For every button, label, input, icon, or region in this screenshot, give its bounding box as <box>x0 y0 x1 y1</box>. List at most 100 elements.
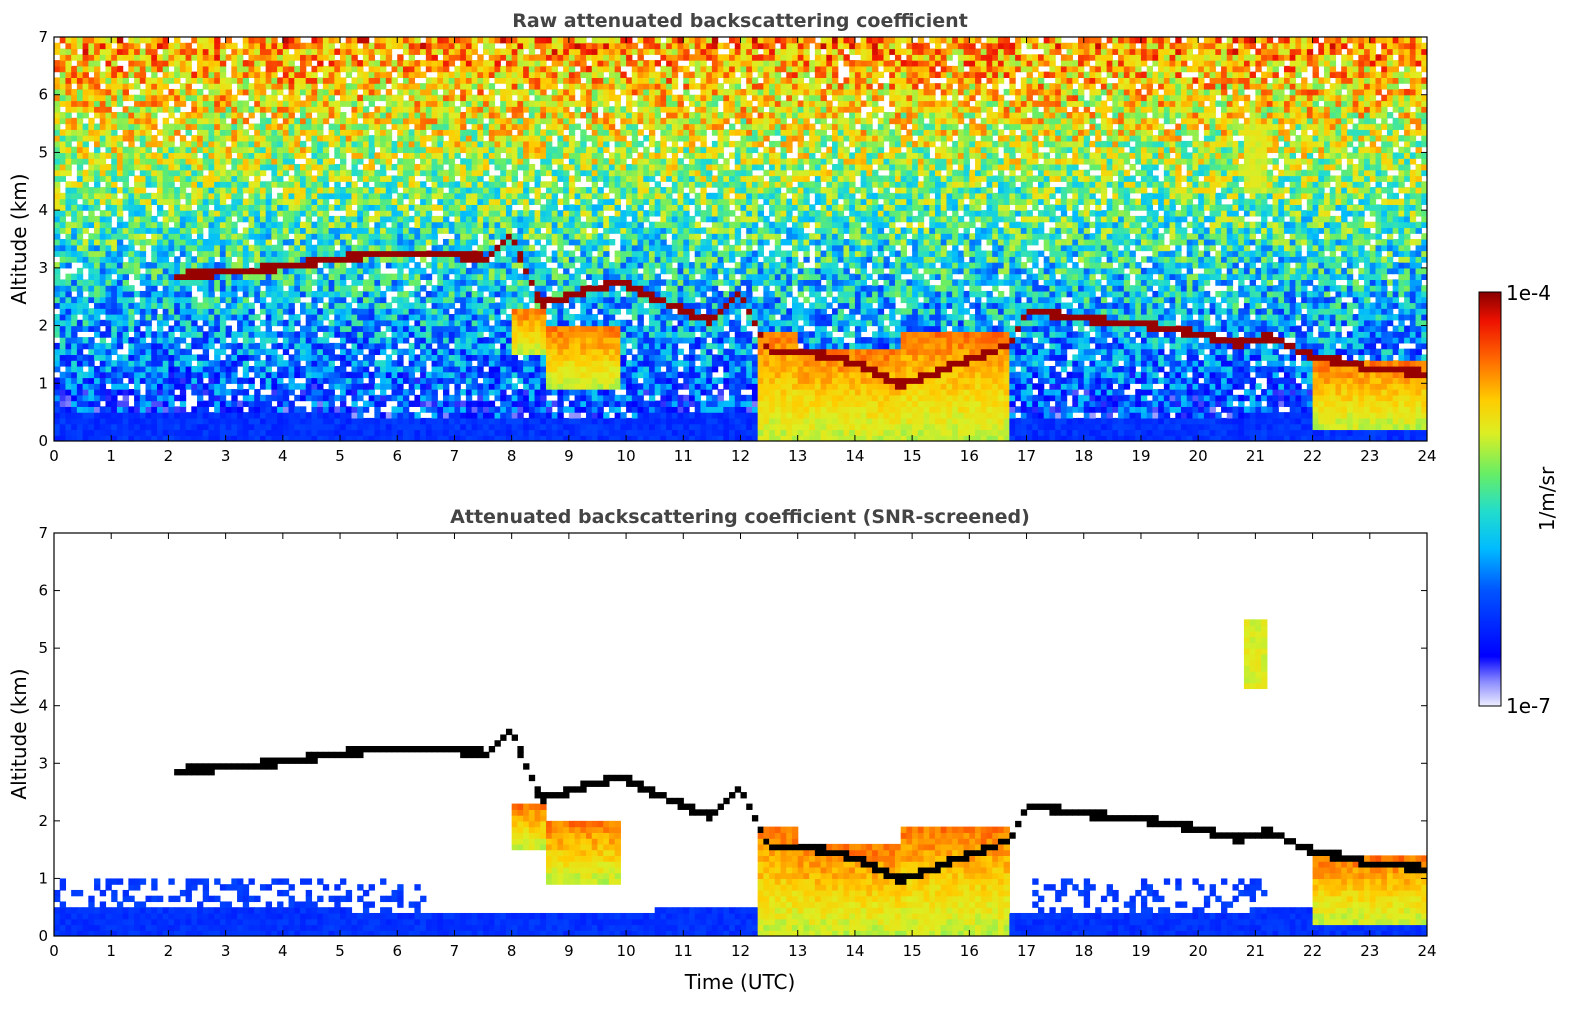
heatmap-cell <box>1163 377 1171 384</box>
heatmap-cell <box>820 412 827 419</box>
heatmap-cell <box>1055 394 1062 402</box>
heatmap-cell <box>534 365 541 373</box>
heatmap-cell <box>1181 331 1188 338</box>
heatmap-cell <box>1037 342 1045 350</box>
heatmap-cell <box>340 342 347 350</box>
heatmap-cell <box>391 371 398 379</box>
heatmap-cell <box>82 314 89 321</box>
heatmap-cell <box>729 406 736 413</box>
heatmap-cell <box>385 377 393 384</box>
heatmap-cell <box>912 417 919 425</box>
heatmap-cell <box>362 383 370 390</box>
heatmap-cell <box>1278 417 1285 425</box>
heatmap-cell <box>1203 394 1211 402</box>
heatmap-cell <box>380 308 387 315</box>
heatmap-cell <box>1118 377 1125 384</box>
heatmap-cell <box>952 377 959 384</box>
heatmap-cell <box>1192 389 1199 396</box>
heatmap-cell <box>116 308 124 315</box>
heatmap-cell <box>294 360 301 367</box>
heatmap-cell <box>1072 337 1079 344</box>
heatmap-cell <box>603 389 610 396</box>
heatmap-cell <box>1078 406 1085 413</box>
heatmap-cell <box>471 417 478 425</box>
heatmap-cell <box>1409 314 1417 321</box>
heatmap-cell <box>975 435 982 441</box>
heatmap-cell <box>134 360 141 367</box>
heatmap-cell <box>1409 348 1417 356</box>
heatmap-cell <box>889 365 896 373</box>
heatmap-cell <box>425 354 433 361</box>
heatmap-cell <box>1295 371 1302 379</box>
heatmap-cell <box>797 377 805 384</box>
heatmap-cell <box>1140 365 1148 373</box>
heatmap-cell <box>76 435 84 441</box>
heatmap-cell <box>1055 319 1062 327</box>
heatmap-cell <box>1175 417 1182 425</box>
heatmap-cell <box>671 383 679 390</box>
heatmap-cell <box>1163 314 1171 321</box>
heatmap-cell <box>923 429 930 436</box>
heatmap-cell <box>488 423 496 431</box>
heatmap-cell <box>448 423 456 431</box>
heatmap-cell <box>202 371 210 379</box>
heatmap-cell <box>1089 377 1096 384</box>
heatmap-cell <box>706 435 713 441</box>
heatmap-cell <box>345 406 353 413</box>
heatmap-cell <box>557 400 564 407</box>
heatmap-cell <box>1181 383 1188 390</box>
heatmap-cell <box>1112 406 1119 413</box>
heatmap-cell <box>191 319 198 327</box>
heatmap-cell <box>1341 389 1348 396</box>
heatmap-cell <box>866 371 873 379</box>
heatmap-cell <box>1312 389 1319 396</box>
heatmap-cell <box>1072 371 1079 379</box>
heatmap-cell <box>711 417 719 425</box>
heatmap-cell <box>219 314 227 321</box>
heatmap-cell <box>574 360 581 367</box>
heatmap-cell <box>860 435 867 441</box>
panel-raw: Raw attenuated backscattering coefficien… <box>7 10 1437 465</box>
heatmap-cell <box>809 406 816 413</box>
heatmap-cell <box>729 354 736 361</box>
heatmap-cell <box>1020 319 1028 327</box>
heatmap-cell <box>1249 348 1256 356</box>
heatmap-cell <box>500 331 507 338</box>
heatmap-cell <box>1158 400 1165 407</box>
heatmap-cell <box>300 354 307 361</box>
heatmap-cell <box>517 337 524 344</box>
heatmap-cell <box>214 308 221 315</box>
heatmap-cell <box>505 319 513 327</box>
heatmap-cell <box>1312 314 1319 321</box>
heatmap-cell <box>414 417 421 425</box>
heatmap-cell <box>711 406 719 413</box>
heatmap-cell <box>1186 429 1194 436</box>
heatmap-cell <box>1266 354 1274 361</box>
heatmap-cell <box>357 365 364 373</box>
heatmap-cell <box>786 360 793 367</box>
heatmap-cell <box>626 389 633 396</box>
heatmap-cell <box>300 412 307 419</box>
heatmap-cell <box>997 365 1005 373</box>
heatmap-cell <box>122 394 129 402</box>
heatmap-cell <box>1015 371 1022 379</box>
heatmap-cell <box>1015 319 1022 327</box>
heatmap-cell <box>1329 337 1337 344</box>
heatmap-cell <box>969 314 976 321</box>
heatmap-cell <box>751 354 759 361</box>
heatmap-cell <box>1232 406 1239 413</box>
heatmap-cell <box>1318 406 1325 413</box>
heatmap-cell <box>568 360 576 367</box>
heatmap-cell <box>860 360 867 367</box>
heatmap-cell <box>1118 348 1125 356</box>
heatmap-cell <box>1335 417 1342 425</box>
heatmap-cell <box>174 308 181 315</box>
heatmap-cell <box>162 429 170 436</box>
heatmap-cell <box>145 331 152 338</box>
heatmap-cell <box>420 308 427 315</box>
heatmap-cell <box>402 319 410 327</box>
heatmap-cell <box>1135 400 1142 407</box>
heatmap-cell <box>586 337 593 344</box>
heatmap-cell <box>116 423 124 431</box>
heatmap-cell <box>700 337 707 344</box>
